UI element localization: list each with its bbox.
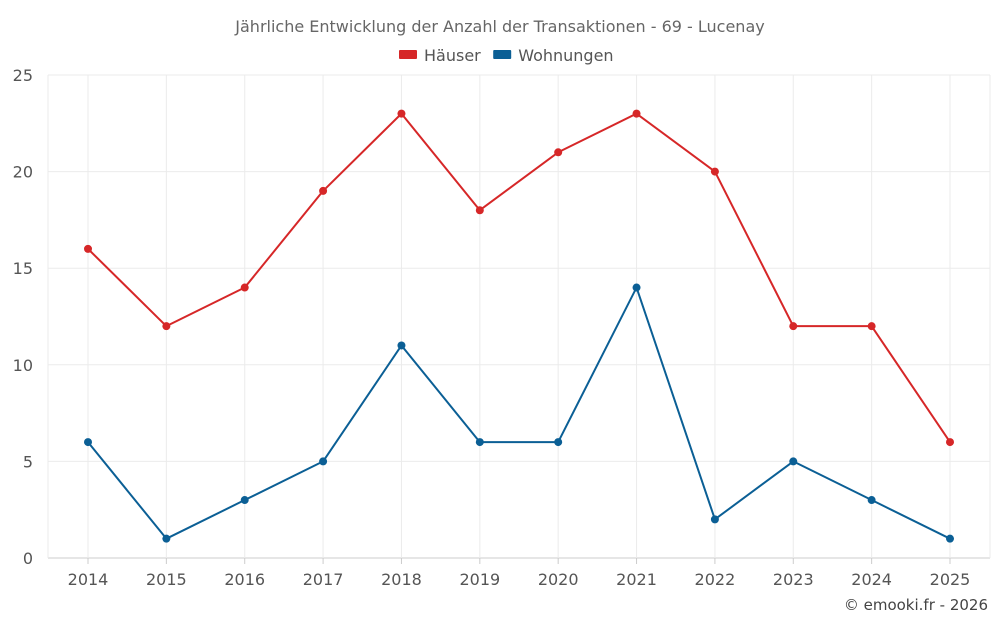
data-point[interactable] bbox=[867, 496, 876, 505]
x-tick-label: 2022 bbox=[695, 570, 736, 589]
data-point[interactable] bbox=[240, 283, 249, 292]
x-tick-label: 2023 bbox=[773, 570, 814, 589]
series-1 bbox=[84, 283, 954, 543]
data-point[interactable] bbox=[84, 244, 92, 253]
data-point[interactable] bbox=[710, 167, 719, 176]
x-tick-label: 2015 bbox=[146, 570, 187, 589]
data-point[interactable] bbox=[397, 341, 406, 350]
series-0 bbox=[84, 109, 954, 447]
series-layer bbox=[84, 109, 954, 543]
data-point[interactable] bbox=[319, 186, 328, 195]
data-point[interactable] bbox=[475, 438, 484, 447]
y-tick-label: 10 bbox=[13, 356, 33, 375]
legend: Häuser Wohnungen bbox=[399, 46, 614, 65]
data-point[interactable] bbox=[162, 534, 171, 543]
y-tick-label: 0 bbox=[23, 549, 33, 568]
data-point[interactable] bbox=[867, 322, 876, 331]
data-point[interactable] bbox=[789, 322, 798, 331]
x-tick-label: 2014 bbox=[68, 570, 109, 589]
legend-swatch bbox=[399, 50, 417, 59]
data-point[interactable] bbox=[475, 206, 484, 215]
data-point[interactable] bbox=[84, 438, 92, 447]
x-tick-label: 2021 bbox=[616, 570, 657, 589]
data-point[interactable] bbox=[397, 109, 406, 118]
x-tick-label: 2024 bbox=[851, 570, 892, 589]
x-tick-label: 2018 bbox=[381, 570, 422, 589]
x-tick-label: 2016 bbox=[224, 570, 265, 589]
data-point[interactable] bbox=[632, 283, 641, 292]
y-tick-label: 5 bbox=[23, 452, 33, 471]
grid bbox=[47, 74, 991, 564]
legend-swatch bbox=[493, 50, 512, 59]
y-tick-label: 25 bbox=[13, 66, 33, 85]
data-point[interactable] bbox=[710, 515, 719, 524]
data-point[interactable] bbox=[946, 438, 954, 447]
credit-text: © emooki.fr - 2026 bbox=[844, 596, 988, 614]
data-point[interactable] bbox=[632, 109, 641, 118]
x-tick-label: 2017 bbox=[303, 570, 344, 589]
y-tick-label: 20 bbox=[13, 163, 33, 182]
data-point[interactable] bbox=[554, 148, 563, 157]
x-tick-label: 2025 bbox=[930, 570, 971, 589]
data-point[interactable] bbox=[162, 322, 171, 331]
chart-title: Jährliche Entwicklung der Anzahl der Tra… bbox=[234, 17, 764, 36]
data-point[interactable] bbox=[240, 496, 249, 505]
legend-label[interactable]: Häuser bbox=[424, 46, 481, 65]
legend-label[interactable]: Wohnungen bbox=[518, 46, 613, 65]
x-tick-label: 2019 bbox=[459, 570, 500, 589]
series-line bbox=[87, 286, 951, 540]
series-line bbox=[87, 112, 951, 443]
data-point[interactable] bbox=[554, 438, 563, 447]
data-point[interactable] bbox=[946, 534, 954, 543]
y-tick-label: 15 bbox=[13, 259, 33, 278]
data-point[interactable] bbox=[319, 457, 328, 466]
data-point[interactable] bbox=[789, 457, 798, 466]
x-tick-label: 2020 bbox=[538, 570, 579, 589]
